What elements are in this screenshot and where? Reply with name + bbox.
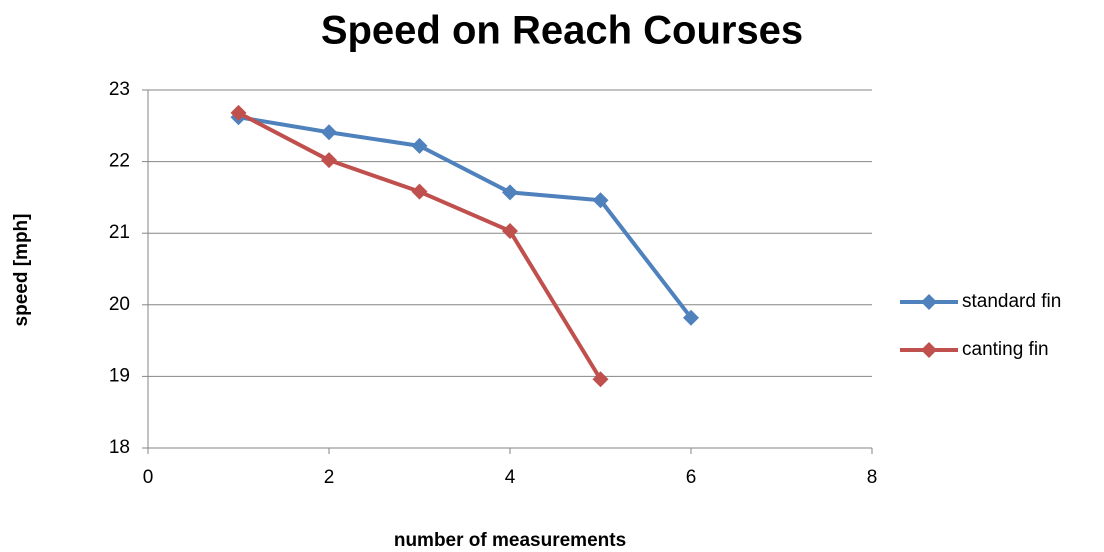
chart-title: Speed on Reach Courses xyxy=(321,9,803,53)
data-point xyxy=(321,152,337,169)
data-point xyxy=(592,371,609,388)
data-point xyxy=(592,192,609,209)
data-point xyxy=(411,183,428,200)
x-tick-label: 4 xyxy=(505,467,516,488)
x-tick-label: 8 xyxy=(867,467,878,488)
legend-marker xyxy=(921,294,937,310)
series-line xyxy=(238,115,693,319)
data-point xyxy=(502,184,518,201)
data-point xyxy=(683,309,699,326)
legend-marker xyxy=(921,342,937,358)
y-tick-label: 23 xyxy=(109,79,130,100)
x-tick-label: 2 xyxy=(324,467,335,488)
legend-label: standard fin xyxy=(962,291,1061,312)
data-point xyxy=(230,104,247,121)
y-axis-title: speed [mph] xyxy=(11,214,32,327)
x-axis-title: number of measurements xyxy=(394,530,626,551)
legend-label: canting fin xyxy=(962,339,1049,360)
y-tick-label: 22 xyxy=(109,151,130,172)
data-point xyxy=(321,124,337,141)
y-tick-label: 21 xyxy=(109,222,130,243)
y-tick-label: 20 xyxy=(109,294,130,315)
x-tick-label: 6 xyxy=(686,467,697,488)
y-tick-label: 19 xyxy=(109,365,130,386)
data-point xyxy=(502,223,518,240)
x-tick-label: 0 xyxy=(143,467,154,488)
data-point xyxy=(411,137,428,154)
y-tick-label: 18 xyxy=(109,437,130,458)
